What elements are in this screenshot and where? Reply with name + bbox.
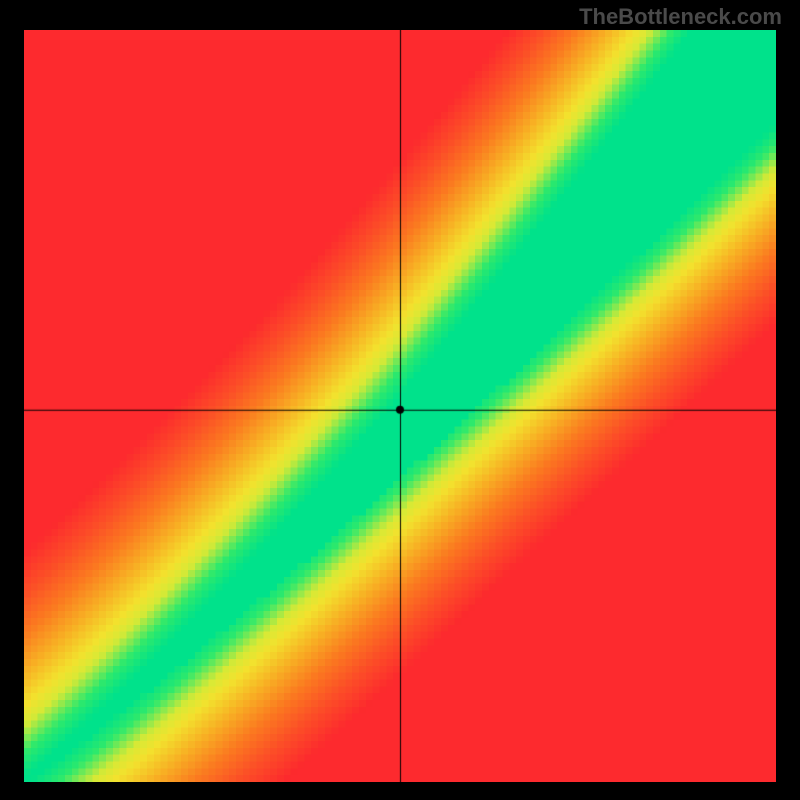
crosshair-overlay — [24, 30, 776, 782]
watermark-text: TheBottleneck.com — [579, 4, 782, 30]
chart-container: TheBottleneck.com — [0, 0, 800, 800]
